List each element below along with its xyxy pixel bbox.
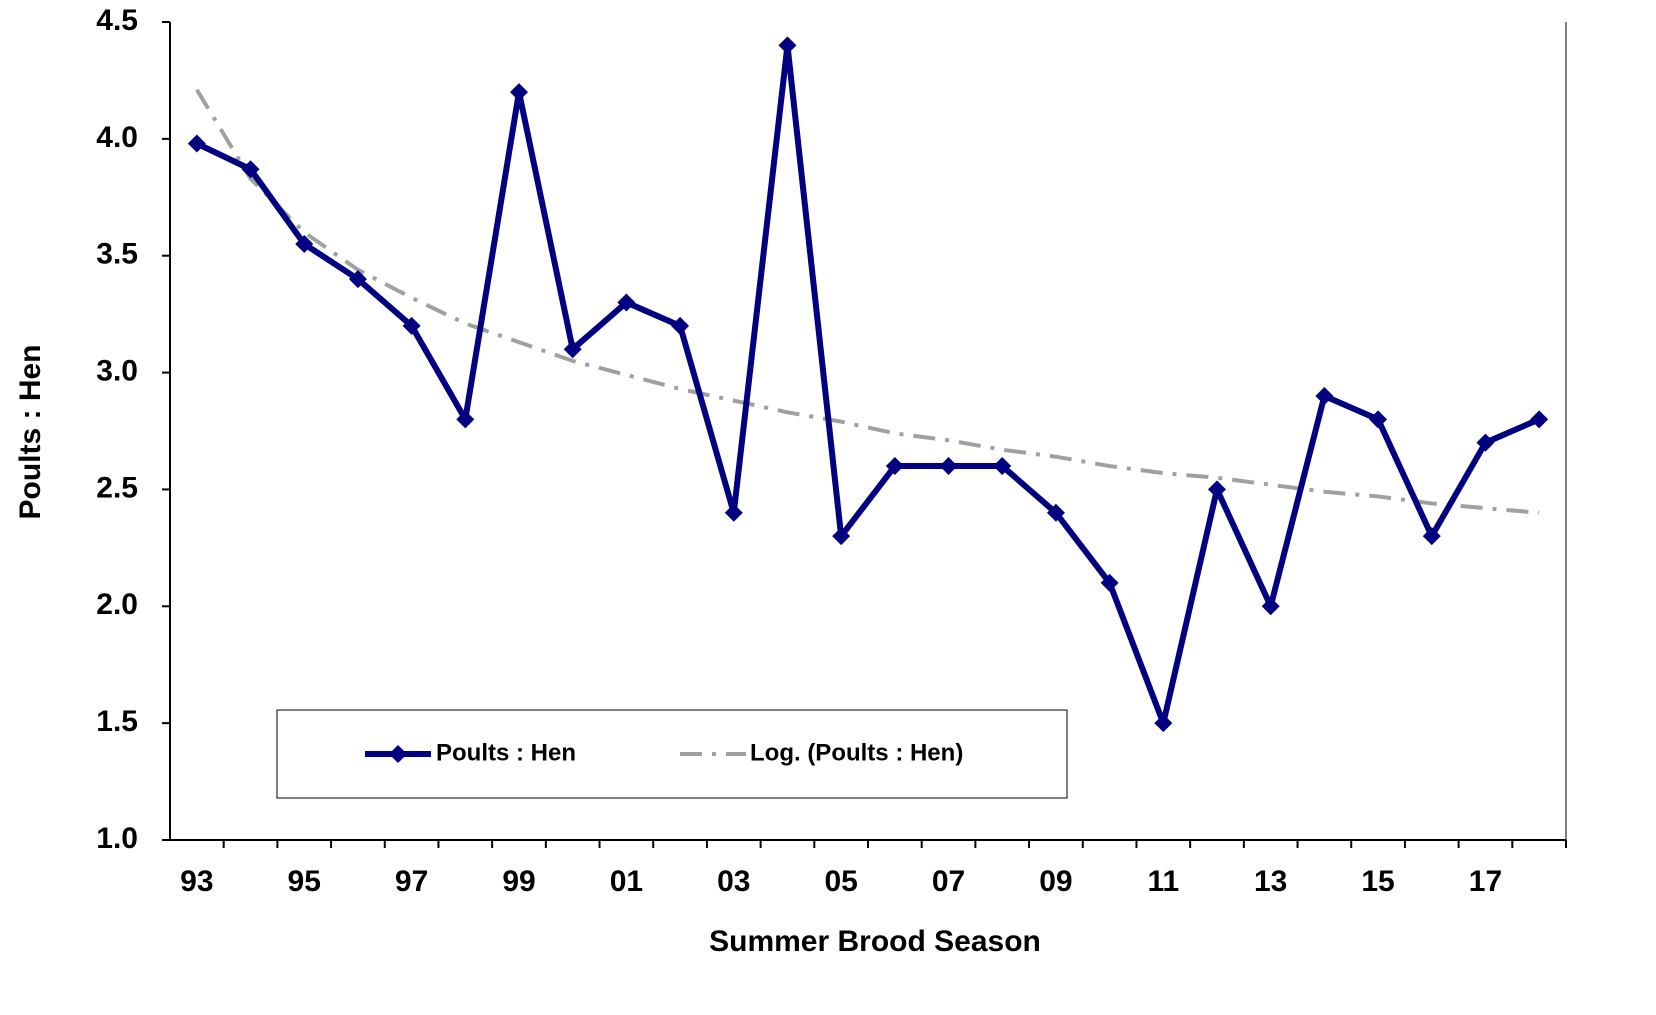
x-tick-label: 95 xyxy=(288,865,321,898)
marker xyxy=(1530,410,1549,429)
series-line xyxy=(195,88,1540,515)
marker xyxy=(295,235,314,254)
marker xyxy=(724,503,743,522)
x-tick-label: 97 xyxy=(395,865,428,898)
legend-marker xyxy=(389,745,407,763)
marker xyxy=(1208,480,1226,499)
marker xyxy=(939,457,958,476)
marker xyxy=(1422,527,1441,546)
x-tick-label: 11 xyxy=(1147,865,1179,898)
y-axis-title: Poults : Hen xyxy=(14,344,47,519)
x-tick-label: 03 xyxy=(717,865,750,898)
x-tick-label: 05 xyxy=(824,865,857,898)
marker xyxy=(885,457,904,476)
y-tick-label: 1.0 xyxy=(96,822,138,855)
x-tick-label: 07 xyxy=(932,865,965,898)
marker xyxy=(1315,386,1334,405)
legend-label: Log. (Poults : Hen) xyxy=(750,739,963,766)
legend-label: Poults : Hen xyxy=(436,739,576,766)
marker xyxy=(187,134,206,153)
marker xyxy=(1046,503,1065,522)
marker xyxy=(510,83,528,102)
y-tick-label: 3.0 xyxy=(96,354,138,387)
x-tick-label: 15 xyxy=(1361,865,1394,898)
marker xyxy=(617,293,636,312)
marker xyxy=(456,410,475,429)
y-tick-label: 4.0 xyxy=(96,121,138,154)
y-tick-label: 3.5 xyxy=(96,238,138,271)
x-axis-title: Summer Brood Season xyxy=(709,925,1041,958)
x-tick-label: 09 xyxy=(1039,865,1072,898)
marker xyxy=(1369,410,1388,429)
marker xyxy=(241,160,260,179)
x-tick-label: 17 xyxy=(1469,865,1502,898)
y-tick-label: 1.5 xyxy=(96,705,138,738)
marker xyxy=(1154,714,1173,733)
y-tick-label: 2.5 xyxy=(96,471,138,504)
marker xyxy=(1261,597,1280,616)
marker xyxy=(1476,433,1495,452)
y-tick-label: 2.0 xyxy=(96,588,138,621)
x-tick-label: 01 xyxy=(610,865,643,898)
marker xyxy=(778,36,797,55)
marker xyxy=(832,527,851,546)
series-line xyxy=(195,42,1541,727)
marker xyxy=(993,457,1012,476)
marker xyxy=(671,316,690,335)
x-tick-label: 13 xyxy=(1254,865,1287,898)
y-tick-label: 4.5 xyxy=(96,4,138,37)
marker xyxy=(348,270,367,289)
marker xyxy=(563,340,582,359)
marker xyxy=(402,316,421,335)
marker xyxy=(1100,573,1119,592)
x-tick-label: 99 xyxy=(502,865,535,898)
x-tick-label: 93 xyxy=(180,865,213,898)
